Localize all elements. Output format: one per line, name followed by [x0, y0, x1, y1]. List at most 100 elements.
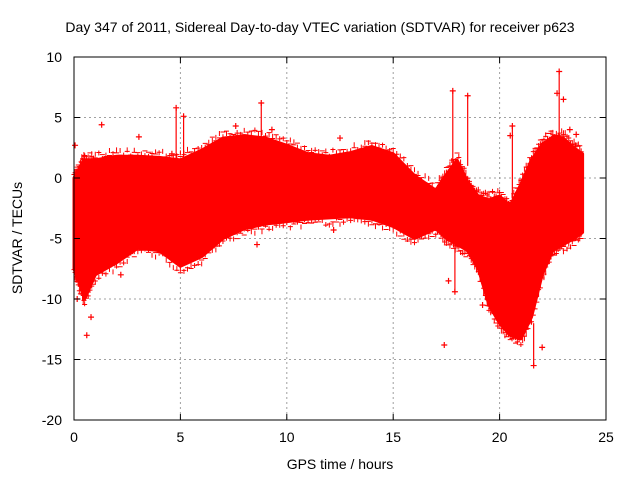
data-point	[263, 222, 269, 228]
data-point	[358, 218, 364, 224]
data-band	[72, 134, 585, 341]
data-point	[380, 142, 386, 148]
data-point	[464, 92, 471, 99]
data-point	[516, 337, 522, 343]
data-point	[344, 216, 350, 222]
data-point	[174, 266, 180, 272]
data-point	[280, 136, 286, 142]
data-point	[419, 177, 425, 183]
data-point	[500, 194, 506, 202]
data-point	[181, 268, 187, 274]
data-point	[270, 133, 276, 139]
data-point	[387, 148, 393, 154]
data-point	[177, 150, 183, 158]
data-point	[145, 151, 151, 159]
data-point	[458, 159, 464, 166]
data-point	[426, 233, 432, 240]
data-point	[99, 154, 105, 161]
data-point	[554, 90, 561, 97]
data-point	[224, 130, 230, 137]
data-point	[440, 173, 446, 179]
data-point	[302, 217, 308, 224]
data-point	[429, 182, 435, 188]
data-point	[344, 148, 350, 154]
data-point	[566, 126, 573, 133]
data-point	[259, 129, 265, 138]
data-point	[498, 325, 504, 334]
data-point	[529, 319, 535, 325]
data-point	[546, 258, 552, 264]
data-point	[82, 301, 88, 307]
data-point	[351, 142, 357, 149]
data-point	[188, 263, 194, 270]
data-point	[117, 271, 124, 278]
data-point	[277, 222, 283, 228]
data-point	[202, 142, 208, 150]
data-point	[479, 302, 486, 309]
data-point	[195, 261, 201, 267]
data-point	[202, 252, 208, 260]
data-point	[530, 362, 537, 369]
data-point	[153, 149, 159, 155]
data-point	[509, 122, 516, 129]
data-point	[376, 142, 382, 149]
data-point	[184, 266, 190, 272]
data-point	[529, 155, 535, 161]
data-point	[445, 239, 451, 245]
data-point	[153, 252, 159, 260]
data-point	[358, 144, 364, 150]
data-point	[525, 162, 531, 169]
data-point	[514, 187, 520, 193]
data-point	[177, 266, 183, 274]
data-point	[348, 148, 354, 154]
data-point	[106, 266, 112, 272]
data-point	[323, 221, 329, 227]
data-point	[447, 161, 453, 167]
data-point	[312, 147, 318, 153]
data-point	[96, 274, 102, 280]
data-point	[117, 259, 123, 268]
x-tick-label: 15	[385, 429, 401, 445]
data-point	[160, 148, 166, 158]
data-point	[532, 303, 538, 310]
data-point	[117, 147, 123, 156]
data-point	[408, 165, 414, 172]
data-point	[397, 228, 403, 237]
data-point	[319, 218, 325, 224]
data-point	[319, 150, 325, 158]
data-point	[149, 249, 155, 258]
data-point	[441, 341, 448, 348]
data-point	[470, 185, 476, 191]
data-point	[294, 142, 300, 150]
data-point	[571, 236, 577, 247]
data-point	[490, 188, 496, 194]
data-point	[394, 228, 400, 237]
data-point	[268, 126, 275, 133]
data-point	[74, 277, 80, 283]
data-point	[75, 281, 81, 287]
data-point	[429, 228, 435, 238]
data-point	[419, 234, 425, 240]
data-point	[252, 127, 258, 133]
data-point	[245, 131, 251, 137]
y-tick-label: 0	[54, 170, 62, 186]
data-point	[541, 137, 547, 143]
data-point	[168, 150, 175, 157]
x-tick-label: 10	[279, 429, 295, 445]
data-point	[255, 130, 261, 137]
data-point	[316, 148, 322, 156]
data-point	[234, 230, 240, 240]
data-point	[128, 153, 134, 159]
data-point	[415, 170, 421, 176]
data-point	[284, 140, 290, 146]
data-point	[475, 269, 481, 275]
data-point	[372, 223, 378, 230]
data-point	[577, 144, 583, 150]
data-point	[96, 150, 102, 156]
x-axis-label: GPS time / hours	[286, 456, 394, 472]
y-axis-label: SDTVAR / TECUs	[9, 181, 25, 295]
data-point	[449, 87, 456, 94]
data-point	[333, 215, 339, 223]
y-tick-label: -20	[42, 412, 62, 428]
data-point	[404, 236, 410, 242]
